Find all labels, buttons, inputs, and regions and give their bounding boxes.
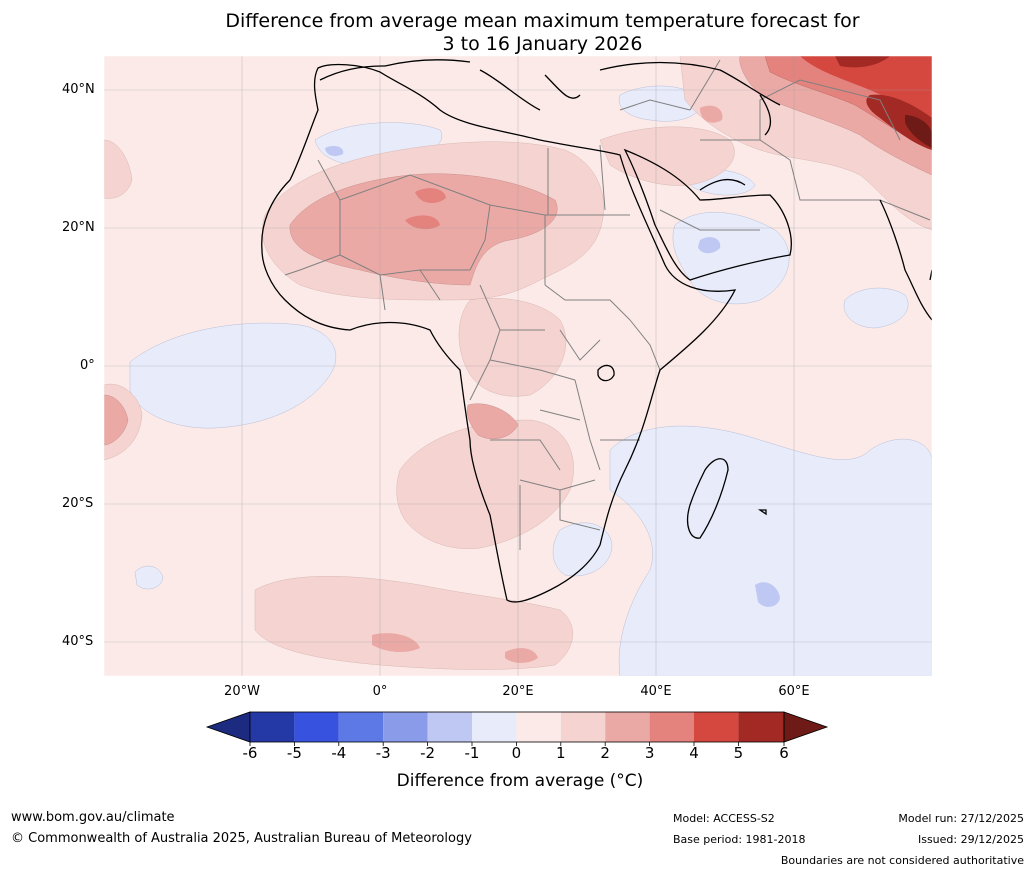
cool-anomaly-south-africa-coast [552,522,613,577]
cool-anomaly-indian-ocean [609,425,932,676]
lat-label: 40°N [62,82,95,97]
country-borders [284,59,931,550]
footer-model-run: Model run: 27/12/2025 [898,812,1024,825]
lon-label: 0° [372,684,388,699]
colorbar-tick-label: 0 [511,744,522,762]
colorbar-tick-label: -2 [420,744,436,762]
warm-anomaly-south-atlantic-patch-2 [505,648,538,663]
cool-anomaly-far-south-atlantic [134,565,164,590]
warm-anomaly-west-africa-coast [104,139,133,199]
colorbar-tick-label: 1 [556,744,566,762]
cool-anomaly-middle-east [618,85,701,122]
colorbar-bin [560,712,606,742]
warm-anomaly-niger-2 [405,215,440,230]
colorbar-underflow-arrow [205,711,251,743]
colorbar-bin [383,712,428,742]
cool-anomaly-strong-2 [698,237,721,254]
footer-copyright: © Commonwealth of Australia 2025, Austra… [11,831,472,846]
lat-label: 20°S [62,496,94,511]
warm-anomaly-angola [466,403,519,440]
warm-anomaly-central-asia-strong [800,56,932,120]
colorbar-bin [472,712,517,742]
lat-label: 0° [80,358,95,373]
colorbar-bin [294,712,339,742]
colorbar-bin [738,712,784,742]
colorbar-tick-label: -5 [286,744,302,762]
colorbar-tick-label: 4 [689,744,699,762]
colorbar-tick-label: 5 [733,744,744,762]
footer-disclaimer: Boundaries are not considered authoritat… [780,854,1024,867]
colorbar-tick-label: -4 [331,744,347,762]
footer-base-period: Base period: 1981-2018 [673,833,806,846]
lon-label: 60°E [778,684,810,699]
warm-anomaly-niger-1 [415,188,446,204]
graticule [104,56,932,676]
lon-label: 20°W [224,684,260,699]
colorbar-tick-label: 6 [779,744,789,762]
lon-label: 40°E [640,684,672,699]
warm-anomaly-iran-patch [700,105,723,123]
colorbar-bin [694,712,739,742]
footer-model: Model: ACCESS-S2 [673,812,775,825]
cool-anomaly-strong-3 [325,146,344,156]
map-title-line-2: 3 to 16 January 2026 [442,33,643,55]
warm-anomaly-arabia [599,126,735,186]
warm-anomaly-south-atlantic-patch-1 [372,633,420,652]
colorbar-bin [427,712,472,742]
colorbar-bin [605,712,650,742]
cool-anomaly-strong-1 [755,582,780,607]
colorbar [205,711,829,746]
colorbar-bin [516,712,561,742]
colorbar-bin [338,712,384,742]
colorbar-tick-label: 3 [644,744,655,762]
colorbar-label: Difference from average (°C) [396,771,644,791]
cool-anomaly-arabian-sea [672,212,790,305]
cool-anomaly-atlantic-equatorial [129,322,337,429]
lon-label: 20°E [502,684,534,699]
warm-anomaly-extreme [905,115,932,148]
footer-issued: Issued: 29/12/2025 [917,833,1024,846]
cool-anomaly-india-west [843,287,909,329]
colorbar-bin [649,712,694,742]
warm-anomaly-south-atlantic [254,576,573,670]
warm-anomaly-kazakhstan [835,56,890,68]
colorbar-overflow-arrow [783,711,829,743]
warm-anomaly-atlantic-edge [104,394,129,446]
colorbar-tick-label: 2 [600,744,610,762]
colorbar-bin [250,712,295,742]
colorbar-tick-label: -1 [464,744,480,762]
lat-label: 40°S [62,634,94,649]
footer-website-link[interactable]: www.bom.gov.au/climate [11,810,175,825]
anomaly-field [104,56,932,676]
colorbar-tick-label: -3 [375,744,391,762]
map-frame [103,55,933,677]
warm-anomaly-east-africa [458,297,567,397]
colorbar-tick-label: -6 [242,744,258,762]
coastlines [261,59,932,603]
map-title-line-1: Difference from average mean maximum tem… [225,10,860,32]
lat-label: 20°N [62,220,95,235]
